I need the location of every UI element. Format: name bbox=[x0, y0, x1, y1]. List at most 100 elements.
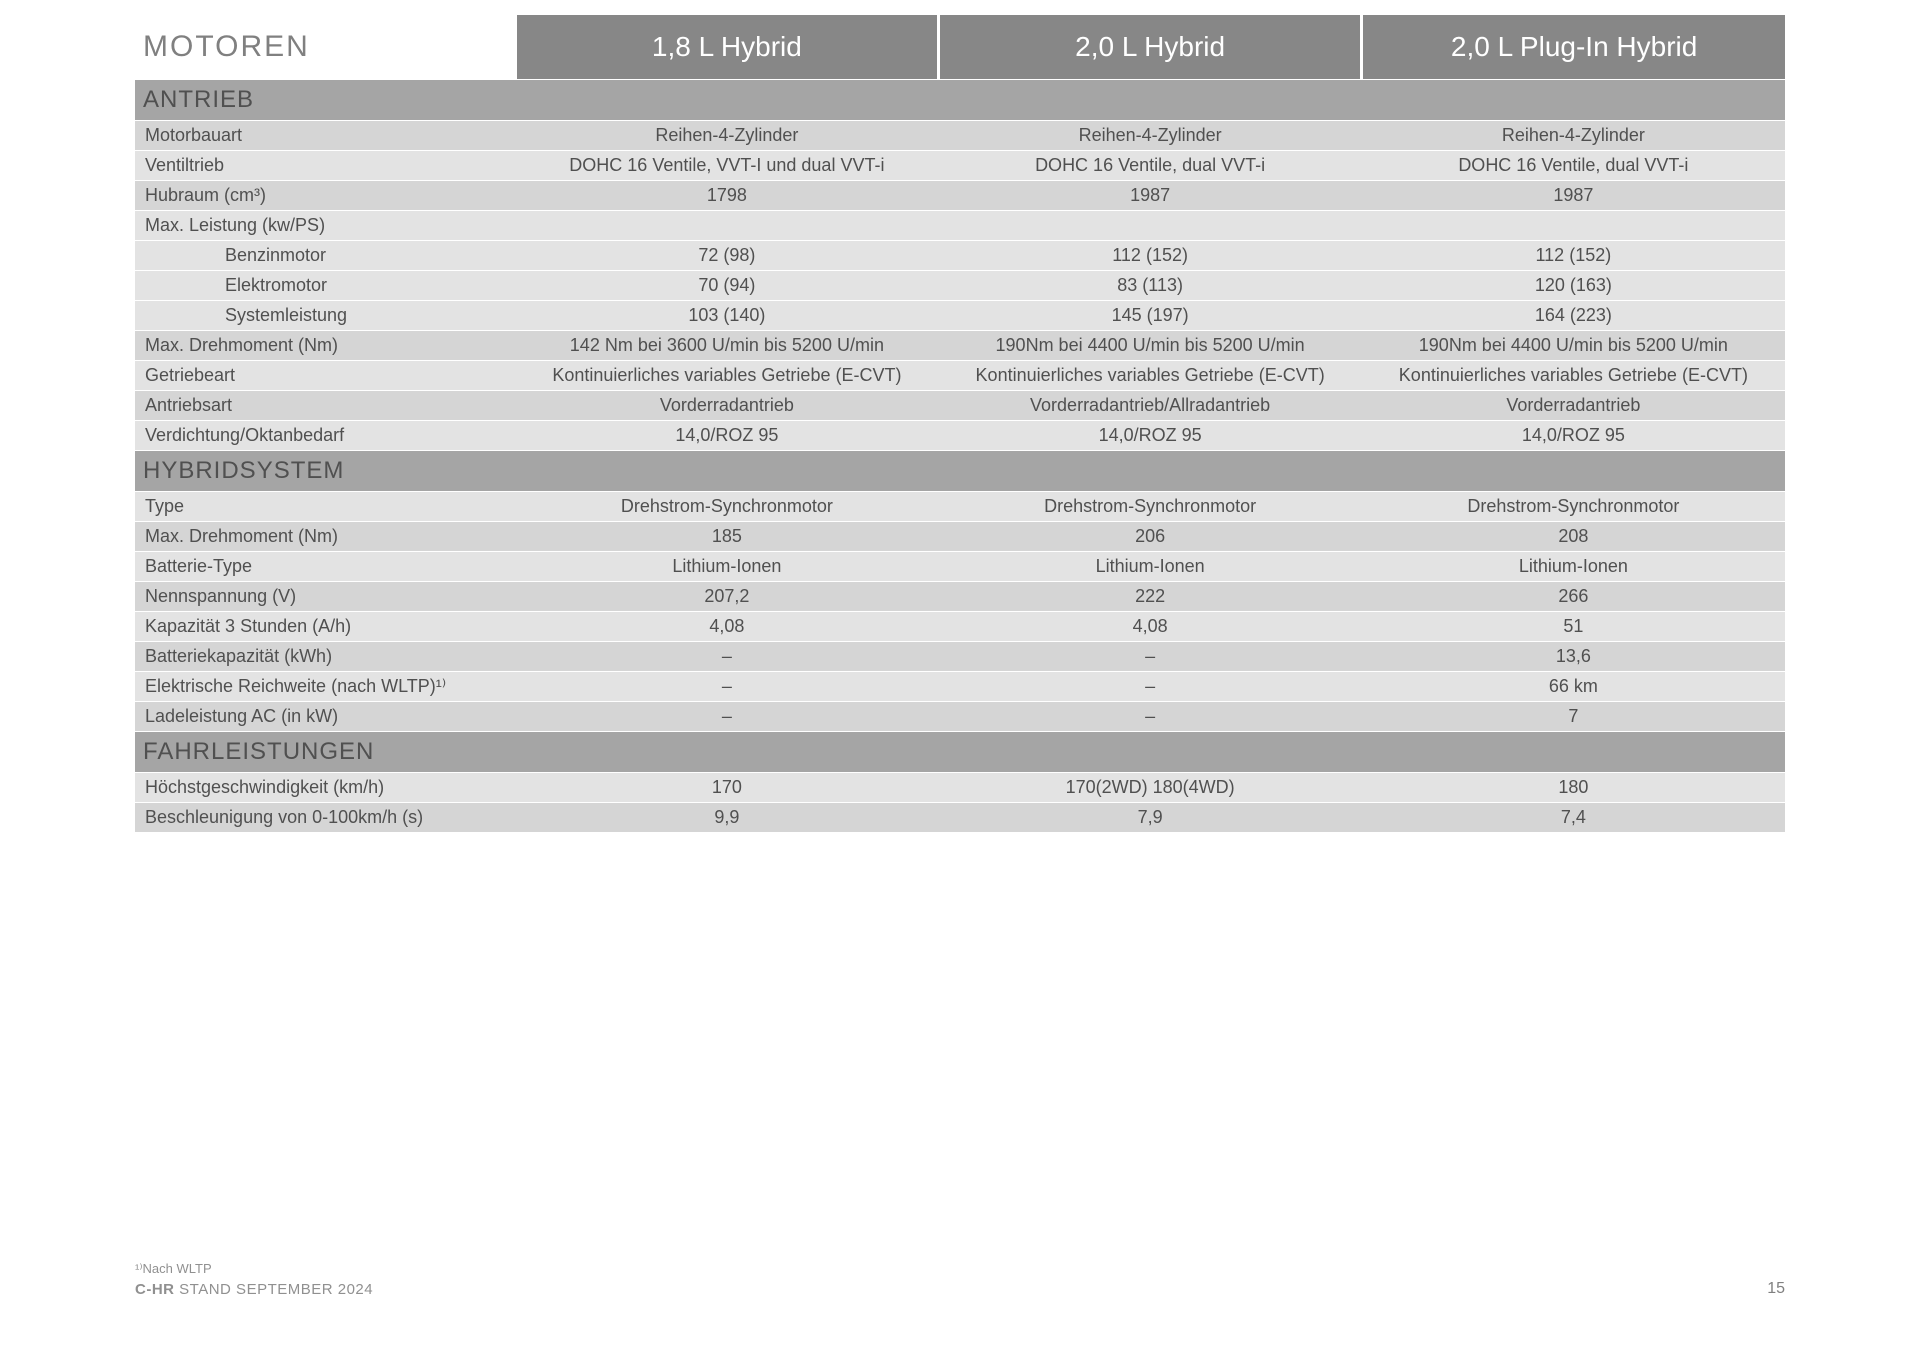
footer-title-bold: C-HR bbox=[135, 1281, 175, 1298]
row-value: DOHC 16 Ventile, VVT-I und dual VVT-i bbox=[515, 151, 938, 181]
row-label: Getriebeart bbox=[135, 361, 515, 391]
row-value: 208 bbox=[1362, 522, 1785, 552]
row-label: Nennspannung (V) bbox=[135, 582, 515, 612]
row-value: Kontinuierliches variables Getriebe (E-C… bbox=[515, 361, 938, 391]
row-value bbox=[1362, 211, 1785, 241]
row-value: Reihen-4-Zylinder bbox=[515, 121, 938, 151]
footer-note: ¹⁾Nach WLTP bbox=[135, 1261, 1785, 1277]
variant-header-1: 2,0 L Hybrid bbox=[939, 15, 1362, 80]
row-value: 14,0/ROZ 95 bbox=[1362, 421, 1785, 451]
row-value: 14,0/ROZ 95 bbox=[515, 421, 938, 451]
row-label: Höchstgeschwindigkeit (km/h) bbox=[135, 773, 515, 803]
row-value: Kontinuierliches variables Getriebe (E-C… bbox=[1362, 361, 1785, 391]
row-value: 164 (223) bbox=[1362, 301, 1785, 331]
row-label: Type bbox=[135, 492, 515, 522]
table-row: Kapazität 3 Stunden (A/h)4,084,0851 bbox=[135, 612, 1785, 642]
row-value: – bbox=[515, 702, 938, 732]
spec-table: MOTOREN 1,8 L Hybrid 2,0 L Hybrid 2,0 L … bbox=[135, 15, 1785, 833]
row-value: 185 bbox=[515, 522, 938, 552]
spec-table-container: MOTOREN 1,8 L Hybrid 2,0 L Hybrid 2,0 L … bbox=[0, 0, 1920, 833]
row-value: Drehstrom-Synchronmotor bbox=[939, 492, 1362, 522]
table-row: Verdichtung/Oktanbedarf14,0/ROZ 9514,0/R… bbox=[135, 421, 1785, 451]
row-value: 180 bbox=[1362, 773, 1785, 803]
row-value: 145 (197) bbox=[939, 301, 1362, 331]
row-value: 206 bbox=[939, 522, 1362, 552]
table-row: Systemleistung103 (140)145 (197)164 (223… bbox=[135, 301, 1785, 331]
table-row: VentiltriebDOHC 16 Ventile, VVT-I und du… bbox=[135, 151, 1785, 181]
row-value: 207,2 bbox=[515, 582, 938, 612]
table-row: Elektromotor70 (94)83 (113)120 (163) bbox=[135, 271, 1785, 301]
footer-title: C-HR STAND SEPTEMBER 2024 bbox=[135, 1281, 1785, 1298]
row-value: Lithium-Ionen bbox=[515, 552, 938, 582]
row-value: Lithium-Ionen bbox=[1362, 552, 1785, 582]
row-value: 9,9 bbox=[515, 803, 938, 833]
row-value: Reihen-4-Zylinder bbox=[939, 121, 1362, 151]
row-label: Systemleistung bbox=[135, 301, 515, 331]
row-value: 170 bbox=[515, 773, 938, 803]
row-label: Ladeleistung AC (in kW) bbox=[135, 702, 515, 732]
row-value: Drehstrom-Synchronmotor bbox=[1362, 492, 1785, 522]
row-value: 4,08 bbox=[515, 612, 938, 642]
table-row: Nennspannung (V)207,2222266 bbox=[135, 582, 1785, 612]
table-row: Höchstgeschwindigkeit (km/h)170170(2WD) … bbox=[135, 773, 1785, 803]
row-value: – bbox=[939, 702, 1362, 732]
row-value: 1798 bbox=[515, 181, 938, 211]
row-label: Elektrische Reichweite (nach WLTP)¹⁾ bbox=[135, 672, 515, 702]
row-value bbox=[515, 211, 938, 241]
row-label: Antriebsart bbox=[135, 391, 515, 421]
row-value: 83 (113) bbox=[939, 271, 1362, 301]
row-label: Kapazität 3 Stunden (A/h) bbox=[135, 612, 515, 642]
row-value: – bbox=[939, 672, 1362, 702]
table-row: AntriebsartVorderradantriebVorderradantr… bbox=[135, 391, 1785, 421]
section-header-row: FAHRLEISTUNGEN bbox=[135, 732, 1785, 773]
row-label: Batteriekapazität (kWh) bbox=[135, 642, 515, 672]
section-header-row: HYBRIDSYSTEM bbox=[135, 451, 1785, 492]
row-value: 70 (94) bbox=[515, 271, 938, 301]
row-label: Max. Drehmoment (Nm) bbox=[135, 522, 515, 552]
row-label: Ventiltrieb bbox=[135, 151, 515, 181]
table-row: Hubraum (cm³)179819871987 bbox=[135, 181, 1785, 211]
row-label: Motorbauart bbox=[135, 121, 515, 151]
page-number: 15 bbox=[1767, 1280, 1785, 1298]
row-value: Vorderradantrieb/Allradantrieb bbox=[939, 391, 1362, 421]
table-body: ANTRIEBMotorbauartReihen-4-ZylinderReihe… bbox=[135, 80, 1785, 833]
row-value: 51 bbox=[1362, 612, 1785, 642]
row-value: DOHC 16 Ventile, dual VVT-i bbox=[939, 151, 1362, 181]
row-value: 1987 bbox=[1362, 181, 1785, 211]
row-label: Elektromotor bbox=[135, 271, 515, 301]
row-value: 190Nm bei 4400 U/min bis 5200 U/min bbox=[939, 331, 1362, 361]
section-title: ANTRIEB bbox=[135, 80, 1785, 121]
row-value: 4,08 bbox=[939, 612, 1362, 642]
row-value: Vorderradantrieb bbox=[1362, 391, 1785, 421]
row-value: 7 bbox=[1362, 702, 1785, 732]
table-row: Batteriekapazität (kWh)––13,6 bbox=[135, 642, 1785, 672]
table-row: Max. Drehmoment (Nm)185206208 bbox=[135, 522, 1785, 552]
row-value: 120 (163) bbox=[1362, 271, 1785, 301]
row-value: – bbox=[515, 672, 938, 702]
row-label: Max. Leistung (kw/PS) bbox=[135, 211, 515, 241]
row-value: 7,9 bbox=[939, 803, 1362, 833]
row-value: 170(2WD) 180(4WD) bbox=[939, 773, 1362, 803]
main-header: MOTOREN bbox=[135, 15, 515, 80]
row-label: Max. Drehmoment (Nm) bbox=[135, 331, 515, 361]
variant-header-0: 1,8 L Hybrid bbox=[515, 15, 938, 80]
table-row: GetriebeartKontinuierliches variables Ge… bbox=[135, 361, 1785, 391]
row-value: 14,0/ROZ 95 bbox=[939, 421, 1362, 451]
row-value: Reihen-4-Zylinder bbox=[1362, 121, 1785, 151]
row-value: 112 (152) bbox=[1362, 241, 1785, 271]
row-value: 142 Nm bei 3600 U/min bis 5200 U/min bbox=[515, 331, 938, 361]
row-label: Hubraum (cm³) bbox=[135, 181, 515, 211]
row-value: – bbox=[939, 642, 1362, 672]
row-value: Lithium-Ionen bbox=[939, 552, 1362, 582]
row-value: Vorderradantrieb bbox=[515, 391, 938, 421]
row-value: DOHC 16 Ventile, dual VVT-i bbox=[1362, 151, 1785, 181]
row-value: 72 (98) bbox=[515, 241, 938, 271]
row-value: – bbox=[515, 642, 938, 672]
footer-title-rest: STAND SEPTEMBER 2024 bbox=[175, 1281, 374, 1298]
row-value: 112 (152) bbox=[939, 241, 1362, 271]
table-row: Elektrische Reichweite (nach WLTP)¹⁾––66… bbox=[135, 672, 1785, 702]
table-row: Ladeleistung AC (in kW)––7 bbox=[135, 702, 1785, 732]
row-value: 222 bbox=[939, 582, 1362, 612]
row-label: Verdichtung/Oktanbedarf bbox=[135, 421, 515, 451]
footer: ¹⁾Nach WLTP C-HR STAND SEPTEMBER 2024 bbox=[135, 1261, 1785, 1298]
